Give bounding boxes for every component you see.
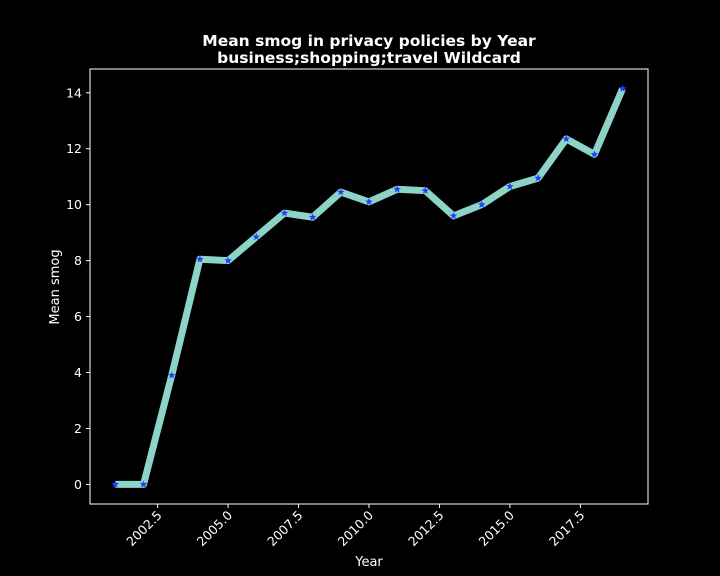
data-point-marker <box>365 197 373 206</box>
y-tick-label: 14 <box>66 85 82 100</box>
data-point-marker <box>337 188 345 196</box>
x-axis: 2002.5 2005.0 2007.5 2010.0 2012.5 2015.0 2017… <box>123 504 587 549</box>
chart-subtitle: business;shopping;travel Wildcard <box>217 49 521 67</box>
data-point-marker <box>252 232 261 241</box>
data-point-marker <box>196 255 204 263</box>
data-point-marker <box>139 480 148 488</box>
data-point-marker <box>618 84 627 92</box>
x-tick-label: 2005.0 <box>194 507 236 549</box>
data-point-marker <box>590 150 599 158</box>
data-point-marker <box>449 211 458 220</box>
data-point-marker <box>562 134 571 143</box>
x-tick-label: 2012.5 <box>405 508 447 550</box>
data-point-marker <box>506 182 514 190</box>
y-tick-label: 6 <box>74 309 82 324</box>
data-point-marker <box>534 174 542 182</box>
data-point-marker <box>111 480 120 488</box>
data-point-marker <box>393 185 401 193</box>
y-tick-label: 12 <box>66 141 82 156</box>
y-tick-label: 2 <box>74 421 82 436</box>
series-line <box>115 87 626 488</box>
data-point-marker <box>167 371 176 379</box>
x-tick-label: 2010.0 <box>335 507 377 549</box>
x-tick-label: 2017.5 <box>546 508 588 550</box>
data-point-marker <box>421 186 430 194</box>
x-tick-label: 2015.0 <box>475 507 517 549</box>
y-axis-label: Mean smog <box>48 249 63 324</box>
y-tick-label: 4 <box>74 365 82 380</box>
y-tick-label: 0 <box>74 477 82 492</box>
data-point-marker <box>280 209 289 217</box>
data-point-marker <box>477 200 486 208</box>
data-point-marker <box>224 256 232 264</box>
chart-title: Mean smog in privacy policies by Year <box>202 32 536 50</box>
y-axis: 0 2 4 6 8 10 12 14 <box>66 85 90 492</box>
y-tick-label: 8 <box>74 253 82 268</box>
data-point-marker <box>308 213 317 221</box>
y-tick-label: 10 <box>66 197 82 212</box>
x-axis-label: Year <box>354 555 383 570</box>
x-tick-label: 2007.5 <box>264 508 306 550</box>
plot-area <box>89 68 649 505</box>
x-tick-label: 2002.5 <box>123 508 165 550</box>
series-layer <box>111 84 627 488</box>
